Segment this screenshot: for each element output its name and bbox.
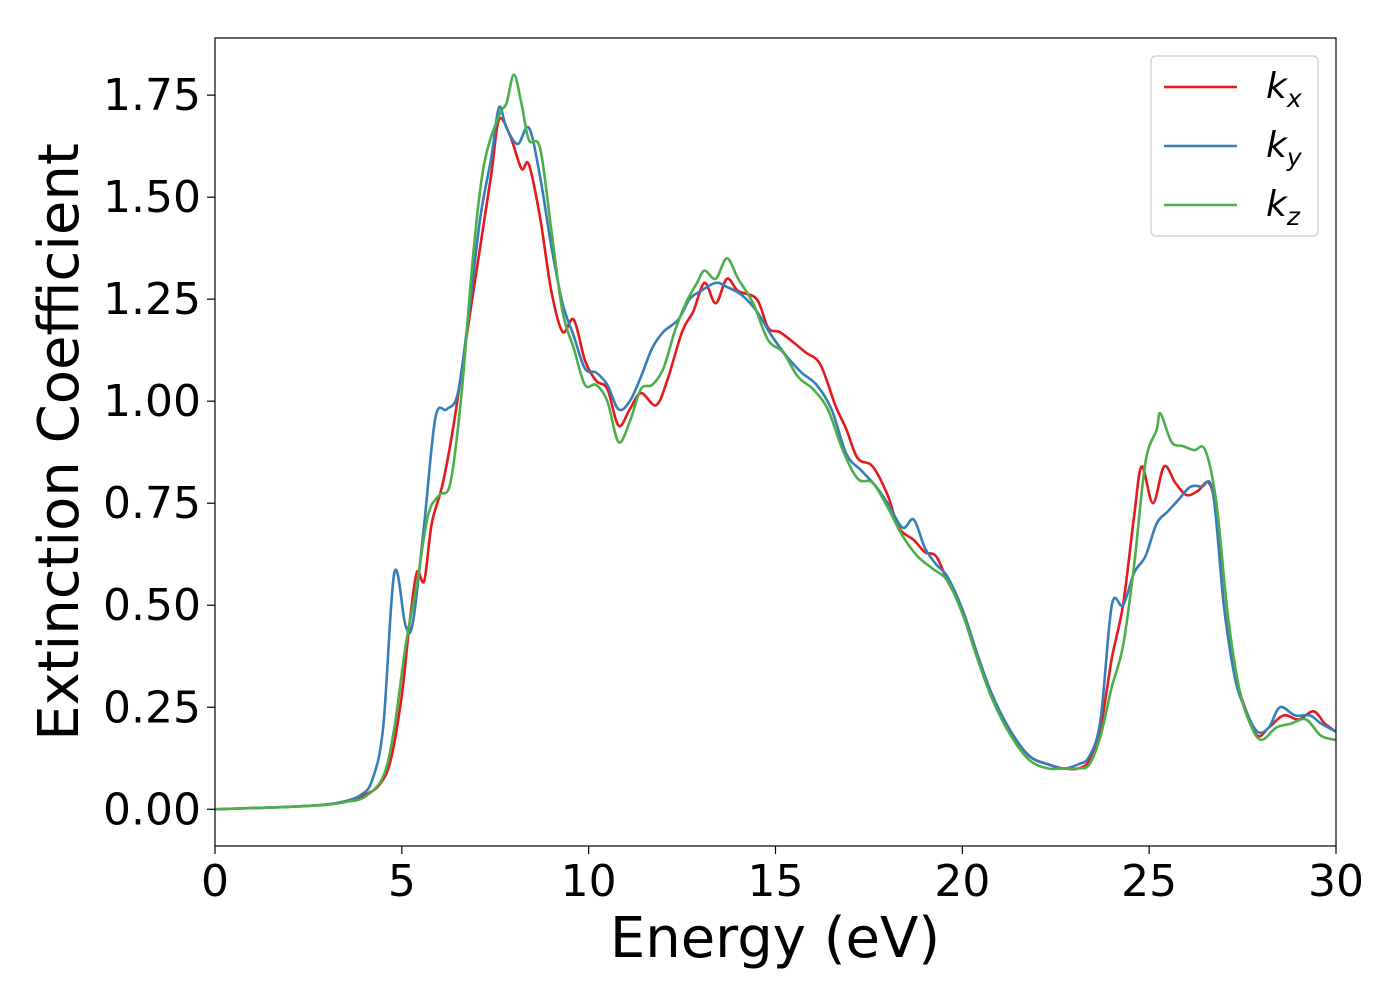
x-tick-label: 10	[561, 856, 617, 907]
y-tick-label: 0.00	[103, 784, 201, 835]
legend-label-subscript: y	[1286, 143, 1303, 172]
x-tick-label: 0	[201, 856, 229, 907]
legend-label-base: k	[1266, 184, 1289, 225]
x-axis-label: Energy (eV)	[610, 906, 940, 971]
y-tick-label: 1.00	[103, 376, 201, 427]
x-tick-label: 25	[1121, 856, 1177, 907]
legend-label-y: ky	[1266, 125, 1303, 172]
y-tick-label: 0.50	[103, 580, 201, 631]
y-tick-label: 1.50	[103, 172, 201, 223]
y-tick-label: 0.25	[103, 682, 201, 733]
series-line-z	[215, 73, 1336, 811]
y-tick-label: 1.25	[103, 274, 201, 325]
series-line-y	[215, 105, 1336, 811]
x-tick-label: 30	[1308, 856, 1364, 907]
legend-label-subscript: z	[1286, 202, 1301, 231]
y-tick-label: 1.75	[103, 70, 201, 121]
legend-label-base: k	[1266, 125, 1289, 166]
x-axis-ticks: 0 5 10 15 20 25 30	[201, 846, 1364, 907]
legend-label-base: k	[1266, 66, 1289, 107]
legend-label-x: kx	[1266, 66, 1302, 113]
legend-label-subscript: x	[1286, 84, 1302, 113]
legend-label-z: kz	[1266, 184, 1301, 231]
y-axis-label: Extinction Coefficient	[27, 143, 92, 741]
series-layer	[215, 73, 1336, 811]
y-axis-ticks: 0.00 0.25 0.50 0.75 1.00 1.25 1.50 1.75	[103, 70, 215, 835]
y-tick-label: 0.75	[103, 478, 201, 529]
x-tick-label: 15	[748, 856, 804, 907]
x-tick-label: 5	[388, 856, 416, 907]
x-tick-label: 20	[934, 856, 990, 907]
series-line-x	[215, 116, 1336, 811]
